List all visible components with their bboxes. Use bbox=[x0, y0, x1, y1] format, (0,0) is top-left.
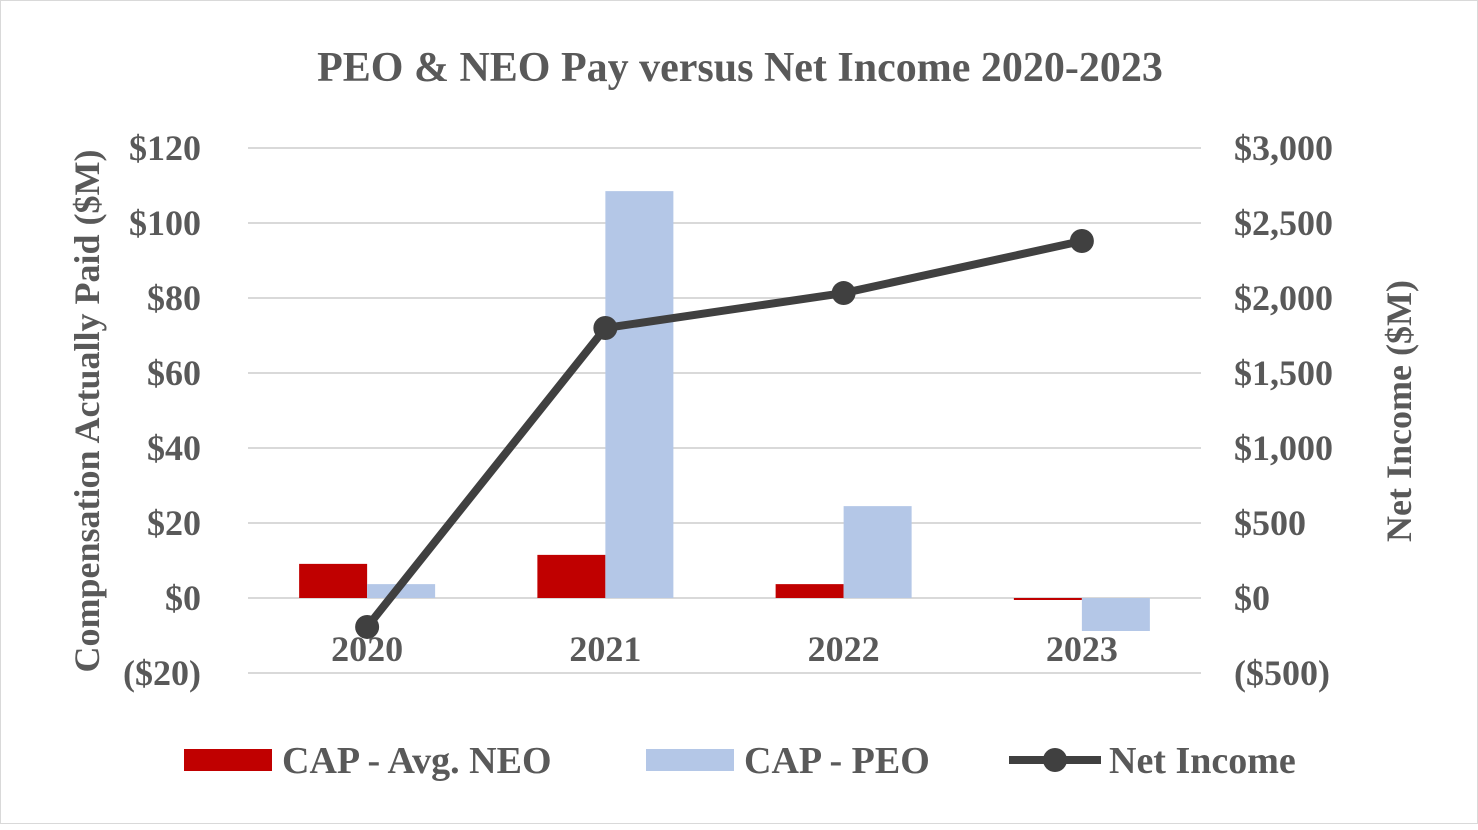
net-income-point-2020 bbox=[355, 614, 380, 639]
bar-neo-2021 bbox=[537, 554, 606, 598]
y-tick-label: $40 bbox=[147, 428, 201, 468]
y2-tick-label: $1,000 bbox=[1234, 428, 1333, 468]
bar-neo-2023 bbox=[1013, 598, 1082, 600]
bar-peo-2023 bbox=[1081, 598, 1150, 631]
legend-label-neo: CAP - Avg. NEO bbox=[282, 740, 552, 782]
y-tick-label: ($20) bbox=[123, 653, 201, 693]
bar-peo-2022 bbox=[843, 506, 912, 598]
y-tick-label: $0 bbox=[165, 578, 201, 618]
y2-tick-label: $500 bbox=[1234, 503, 1306, 543]
net-income-point-2022 bbox=[831, 281, 856, 306]
y-tick-label: $80 bbox=[147, 278, 201, 318]
legend-swatch-neo bbox=[184, 749, 272, 771]
y2-tick-label: $0 bbox=[1234, 578, 1270, 618]
net-income-point-2023 bbox=[1069, 229, 1094, 253]
y2-tick-label: $2,500 bbox=[1234, 203, 1333, 243]
legend-swatch-peo bbox=[646, 749, 734, 771]
x-tick-label: 2023 bbox=[1046, 629, 1118, 669]
y2-tick-label: $1,500 bbox=[1234, 353, 1333, 393]
bar-neo-2022 bbox=[775, 584, 844, 598]
y-tick-label: $120 bbox=[129, 128, 201, 168]
legend-label-peo: CAP - PEO bbox=[744, 740, 930, 782]
bar-peo-2020 bbox=[367, 584, 436, 598]
y2-tick-label: $3,000 bbox=[1234, 128, 1333, 168]
bar-peo-2021 bbox=[605, 191, 674, 598]
net-income-point-2021 bbox=[593, 316, 618, 340]
legend-marker-net-income bbox=[1043, 748, 1067, 772]
y2-axis-label: Net Income ($M) bbox=[1379, 280, 1419, 542]
y-axis-label: Compensation Actually Paid ($M) bbox=[67, 149, 107, 672]
x-tick-label: 2021 bbox=[569, 629, 641, 669]
x-tick-label: 2022 bbox=[808, 629, 880, 669]
x-tick-label: 2020 bbox=[331, 629, 403, 669]
legend-label-net-income: Net Income bbox=[1109, 740, 1296, 782]
chart-title: PEO & NEO Pay versus Net Income 2020-202… bbox=[317, 45, 1163, 91]
y-tick-label: $60 bbox=[147, 353, 201, 393]
bar-neo-2020 bbox=[299, 563, 368, 598]
y-tick-label: $100 bbox=[129, 203, 201, 243]
y2-tick-label: $2,000 bbox=[1234, 278, 1333, 318]
y-tick-label: $20 bbox=[147, 503, 201, 543]
y2-tick-label: ($500) bbox=[1234, 653, 1330, 693]
net-income-line bbox=[363, 237, 1083, 630]
